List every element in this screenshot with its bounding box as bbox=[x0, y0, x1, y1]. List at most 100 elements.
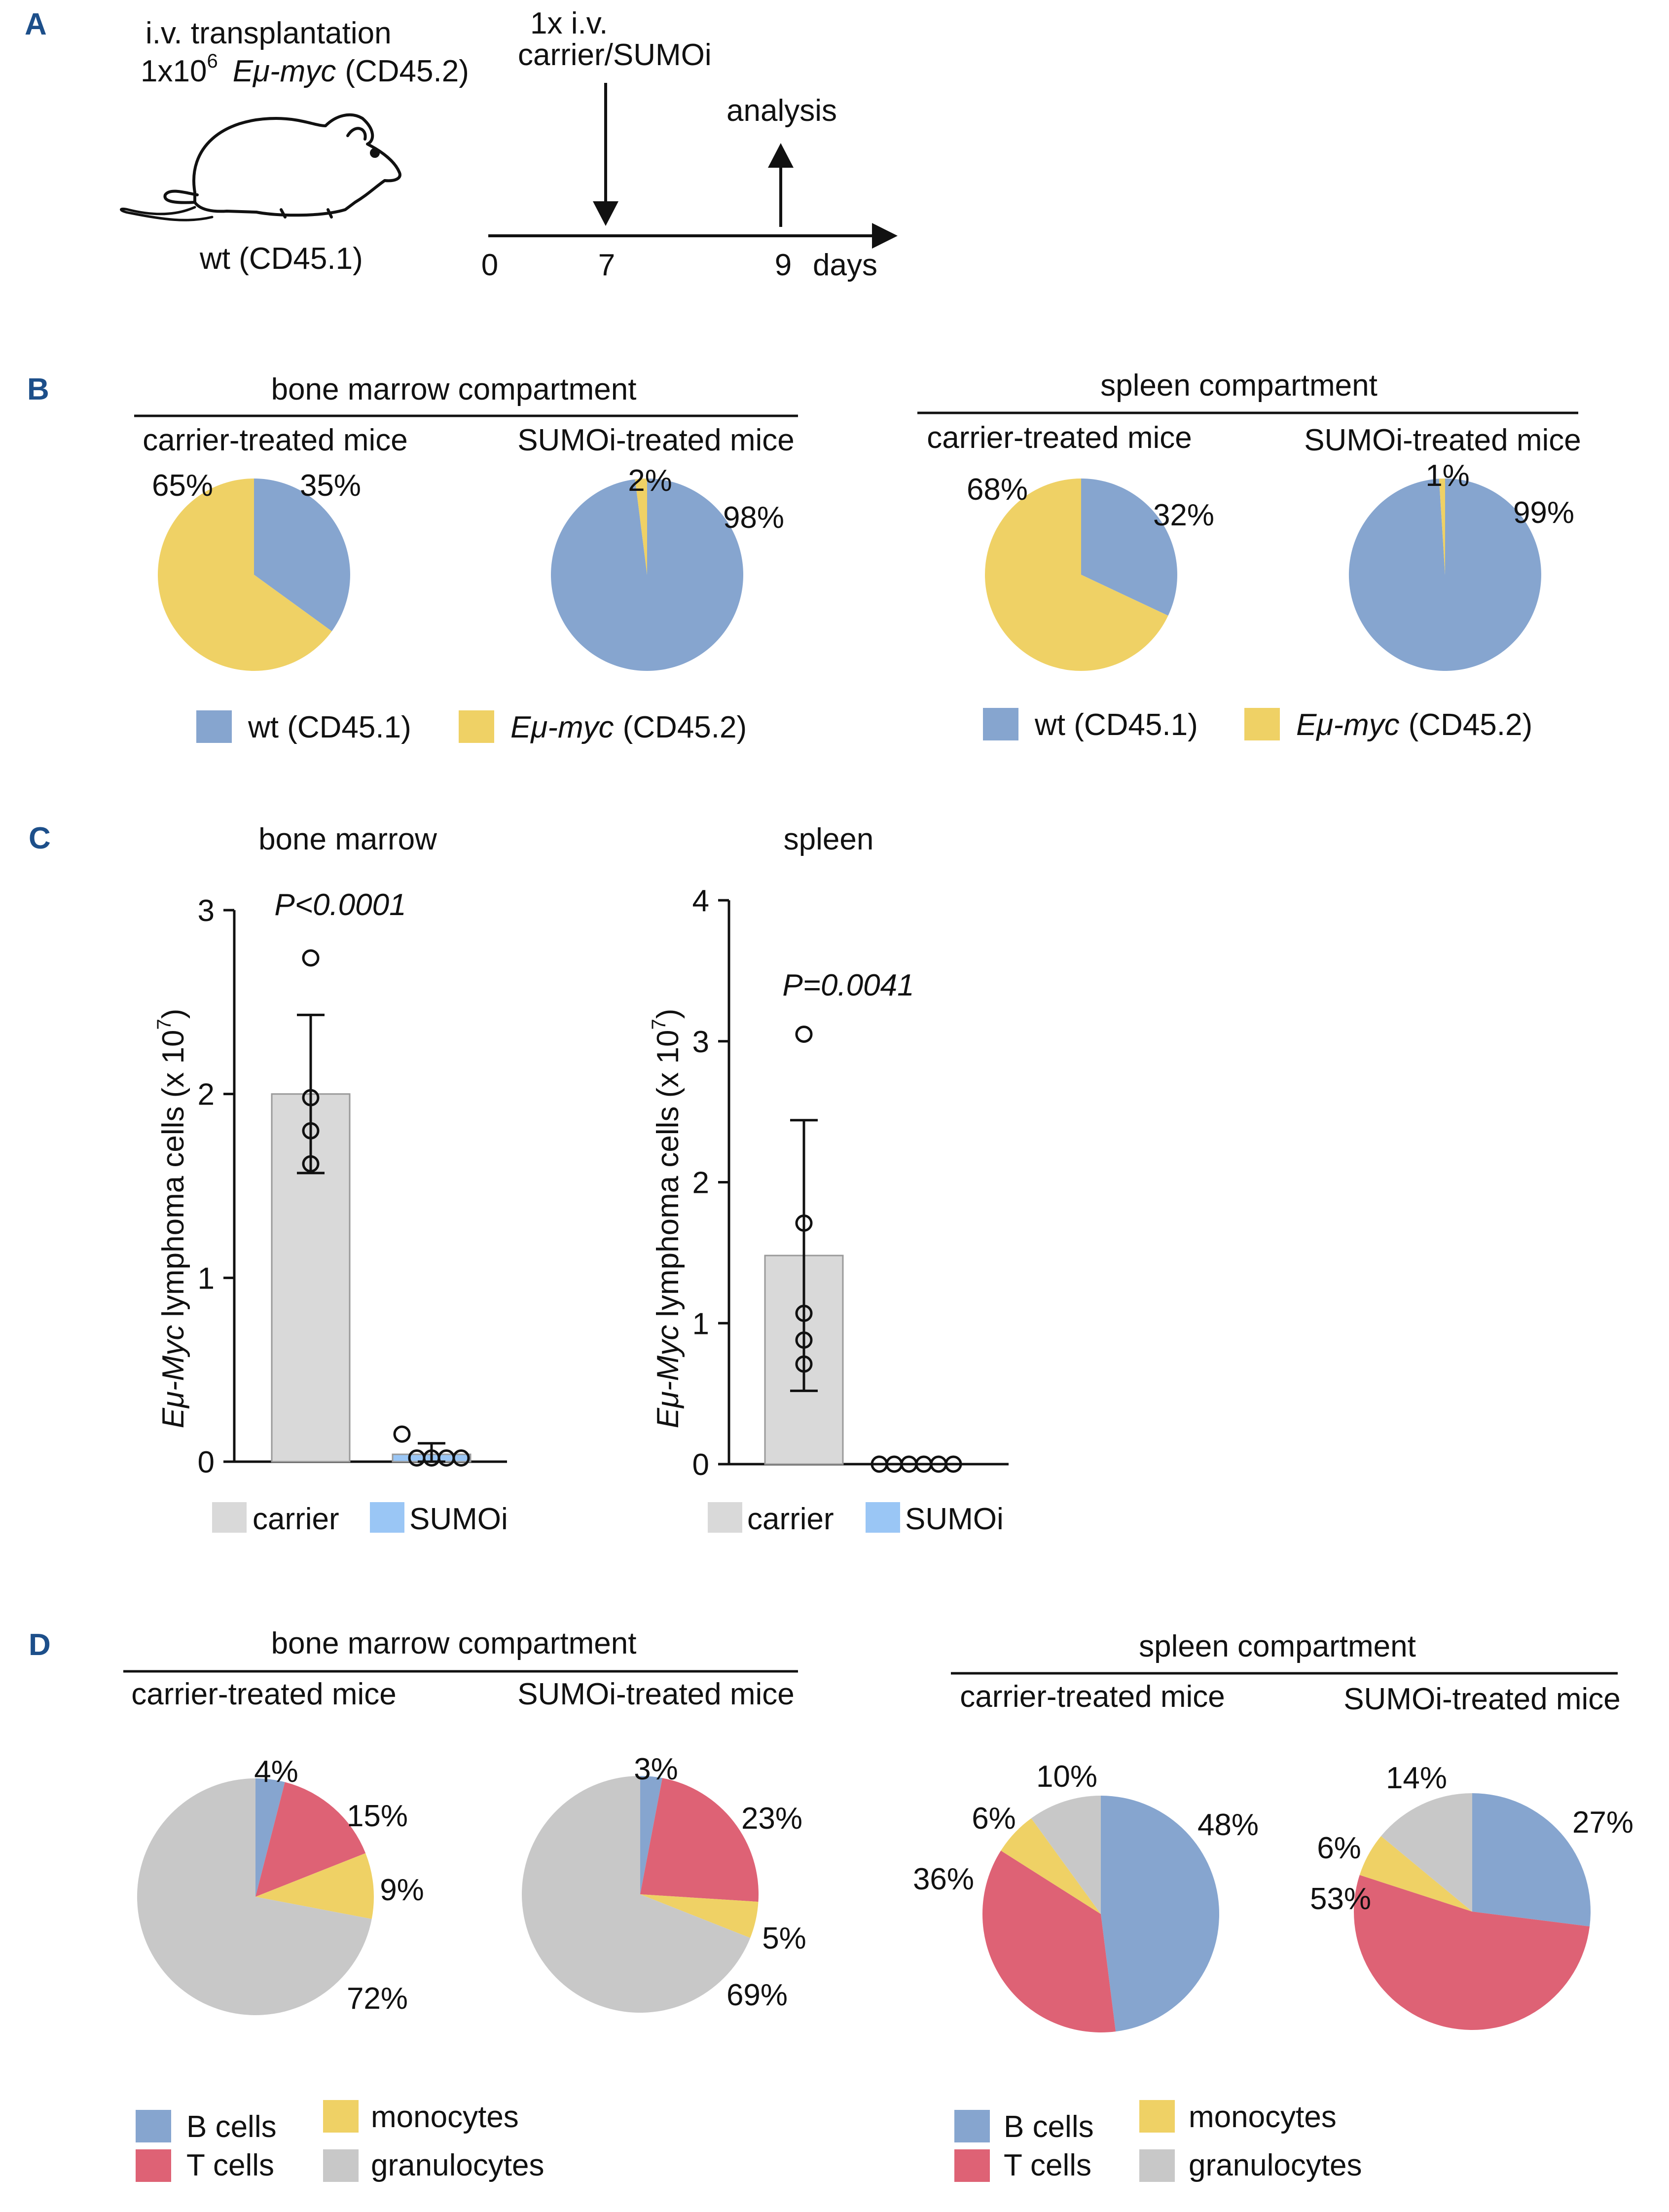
d-bm-legend-t-swatch bbox=[136, 2149, 171, 2182]
d-spleen-sumoi-title: SUMOi-treated mice bbox=[1343, 1682, 1621, 1716]
c-bm-legend-sumoi-swatch bbox=[370, 1502, 404, 1533]
b-bm-carrier-title: carrier-treated mice bbox=[143, 423, 407, 457]
pie-slice-monocytes bbox=[1359, 1836, 1472, 1912]
d-bm-legend-mono-label: monocytes bbox=[371, 2100, 519, 2134]
treatment-label-line1: 1x i.v. bbox=[530, 6, 608, 40]
c-bm-ylabel-italic: Eμ-Myc bbox=[156, 1325, 190, 1429]
data-point-carrier bbox=[795, 1214, 813, 1232]
c-bm-title: bone marrow bbox=[258, 822, 437, 856]
panel-b: B bone marrow compartment carrier-treate… bbox=[27, 369, 1581, 744]
y-tick-label: 2 bbox=[692, 1166, 709, 1200]
transplant-cell-line: Eμ-myc bbox=[233, 54, 336, 88]
b-spleen-carrier-emu-label: 68% bbox=[967, 473, 1028, 507]
c-bm-legend-carrier-swatch bbox=[212, 1502, 247, 1533]
d-bm-legend-b-label: B cells bbox=[186, 2110, 277, 2144]
b-bm-legend-wt-label: wt (CD45.1) bbox=[248, 710, 411, 744]
analysis-arrow-head bbox=[768, 143, 794, 168]
c-bm-ylabel: Eμ-Myc lymphoma cells (x 107) bbox=[153, 1009, 190, 1429]
data-point-carrier bbox=[302, 1122, 320, 1140]
pie-slice-monocytes bbox=[255, 1853, 374, 1919]
pie-slice-wt bbox=[1348, 479, 1541, 671]
treatment-label-line2: carrier/SUMOi bbox=[518, 38, 712, 72]
d-spleen-carrier-gran-label: 10% bbox=[1036, 1760, 1097, 1794]
y-tick-label: 4 bbox=[692, 884, 709, 918]
analysis-label: analysis bbox=[726, 94, 837, 128]
c-spleen-title: spleen bbox=[784, 822, 874, 856]
pie-slice-b-cells bbox=[640, 1776, 662, 1894]
d-spleen-carrier-mono-label: 6% bbox=[972, 1802, 1016, 1836]
pie-slice-monocytes bbox=[640, 1894, 759, 1938]
c-spleen-legend-carrier-label: carrier bbox=[747, 1502, 834, 1536]
b-bm-compartment-title: bone marrow compartment bbox=[271, 372, 637, 406]
d-spleen-legend-mono-swatch bbox=[1139, 2100, 1175, 2133]
b-spleen-legend-wt-label: wt (CD45.1) bbox=[1034, 708, 1198, 742]
timeline-tick-0: 0 bbox=[481, 248, 498, 282]
d-bm-legend-gran-label: granulocytes bbox=[371, 2148, 544, 2182]
pie-slice-t-cells bbox=[1354, 1875, 1590, 2030]
treatment-arrow-head bbox=[593, 201, 618, 226]
d-spleen-legend-b-swatch bbox=[954, 2110, 990, 2142]
panel-letter-d: D bbox=[29, 1628, 51, 1662]
transplant-label: i.v. transplantation bbox=[145, 16, 392, 50]
b-bm-carrier-wt-label: 35% bbox=[300, 469, 361, 503]
transplant-cell-marker: (CD45.2) bbox=[345, 54, 469, 88]
c-bm-ylabel-exp: 7 bbox=[153, 1019, 175, 1030]
c-bm-ylabel-close: ) bbox=[156, 1009, 190, 1019]
d-bm-compartment-title: bone marrow compartment bbox=[271, 1626, 637, 1660]
pie-slice-emu-myc bbox=[1439, 479, 1445, 575]
b-spleen-legend-emu-swatch bbox=[1244, 708, 1280, 740]
panel-a: A i.v. transplantation 1x106 Eμ-myc (CD45.… bbox=[25, 6, 898, 282]
d-spleen-legend-gran-label: granulocytes bbox=[1189, 2148, 1362, 2182]
d-spleen-carrier-title: carrier-treated mice bbox=[960, 1680, 1225, 1714]
b-spleen-legend-emu-label: Eμ-myc (CD45.2) bbox=[1296, 708, 1532, 742]
pie-slice-wt bbox=[551, 479, 744, 671]
timeline-tick-7: 7 bbox=[598, 248, 615, 282]
b-spleen-legend-emu-suffix: (CD45.2) bbox=[1409, 708, 1533, 742]
data-point-carrier bbox=[795, 1025, 813, 1043]
c-bm-ylabel-text: lymphoma cells (x 10 bbox=[156, 1030, 190, 1317]
pie-slice-wt bbox=[254, 479, 351, 631]
d-spleen-legend-gran-swatch bbox=[1139, 2149, 1175, 2182]
bar-chart-spleen: 0 1 2 3 4 bbox=[692, 884, 1009, 1482]
d-bm-sumoi-b-label: 3% bbox=[634, 1752, 678, 1786]
data-point-carrier bbox=[795, 1304, 813, 1322]
d-bm-carrier-title: carrier-treated mice bbox=[131, 1677, 396, 1711]
d-bm-carrier-b-label: 4% bbox=[254, 1755, 298, 1789]
b-spleen-sumoi-emu-label: 1% bbox=[1425, 459, 1470, 493]
c-spleen-legend-sumoi-label: SUMOi bbox=[905, 1502, 1004, 1536]
c-bm-legend-sumoi-label: SUMOi bbox=[409, 1502, 508, 1536]
transplant-count-exponent: 6 bbox=[207, 50, 218, 72]
b-spleen-legend-emu-italic: Eμ-myc bbox=[1296, 708, 1400, 742]
c-spleen-ylabel-text: lymphoma cells (x 10 bbox=[651, 1030, 685, 1317]
pie-slice-granulocytes bbox=[522, 1776, 751, 2013]
b-bm-carrier-emu-label: 65% bbox=[152, 469, 213, 503]
pie-slice-t-cells bbox=[255, 1782, 366, 1897]
y-tick-label: 1 bbox=[198, 1261, 215, 1295]
host-label: wt (CD45.1) bbox=[199, 242, 363, 276]
y-tick-label: 0 bbox=[692, 1448, 709, 1482]
d-bm-sumoi-title: SUMOi-treated mice bbox=[517, 1677, 795, 1711]
b-bm-legend-emu-italic: Eμ-myc bbox=[510, 710, 614, 744]
transplant-count-prefix: 1x10 bbox=[141, 54, 207, 88]
b-spleen-sumoi-wt-label: 99% bbox=[1513, 496, 1574, 530]
pie-slice-granulocytes bbox=[1031, 1796, 1101, 1914]
d-bm-carrier-t-label: 15% bbox=[347, 1799, 408, 1833]
d-bm-legend-t-label: T cells bbox=[186, 2148, 274, 2182]
d-bm-carrier-mono-label: 9% bbox=[380, 1873, 424, 1907]
b-bm-legend-emu-swatch bbox=[459, 710, 494, 743]
timeline-days-label: days bbox=[813, 248, 877, 282]
b-spleen-carrier-title: carrier-treated mice bbox=[927, 421, 1192, 455]
b-bm-sumoi-title: SUMOi-treated mice bbox=[517, 423, 795, 457]
b-spleen-sumoi-title: SUMOi-treated mice bbox=[1304, 423, 1581, 457]
panel-letter-b: B bbox=[27, 372, 49, 406]
pie-slice-b-cells bbox=[1101, 1796, 1220, 2032]
b-bm-sumoi-wt-label: 98% bbox=[723, 501, 784, 535]
b-bm-sumoi-emu-label: 2% bbox=[628, 464, 672, 498]
timeline-arrowhead bbox=[872, 223, 898, 249]
b-spleen-carrier-wt-label: 32% bbox=[1153, 498, 1214, 532]
d-bm-legend-gran-swatch bbox=[323, 2149, 359, 2182]
data-point-carrier bbox=[302, 1155, 320, 1173]
pie-slice-emu-myc bbox=[985, 479, 1168, 671]
pie-b-bm-sumoi bbox=[551, 479, 744, 671]
